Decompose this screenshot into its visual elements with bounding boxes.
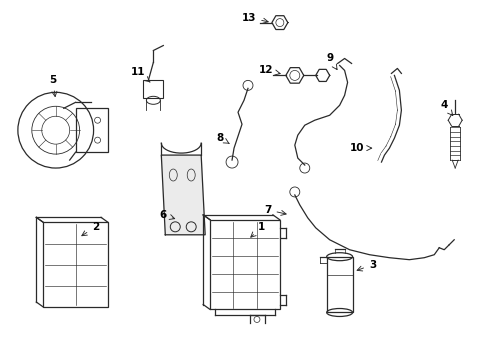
Text: 8: 8 <box>216 133 228 143</box>
Text: 2: 2 <box>81 222 99 236</box>
Text: 1: 1 <box>250 222 265 237</box>
Text: 5: 5 <box>49 75 57 96</box>
Text: 12: 12 <box>258 66 280 76</box>
Text: 7: 7 <box>264 205 285 215</box>
Bar <box>326 257 352 312</box>
Bar <box>143 80 163 98</box>
Text: 4: 4 <box>440 100 452 116</box>
Bar <box>76 108 107 152</box>
Text: 11: 11 <box>131 67 150 82</box>
Text: 9: 9 <box>325 54 336 69</box>
Polygon shape <box>161 155 205 235</box>
Bar <box>43 222 108 307</box>
Text: 10: 10 <box>349 143 371 153</box>
Bar <box>210 220 279 310</box>
Text: 3: 3 <box>356 260 375 271</box>
Text: 13: 13 <box>241 13 267 23</box>
Text: 6: 6 <box>160 210 174 220</box>
